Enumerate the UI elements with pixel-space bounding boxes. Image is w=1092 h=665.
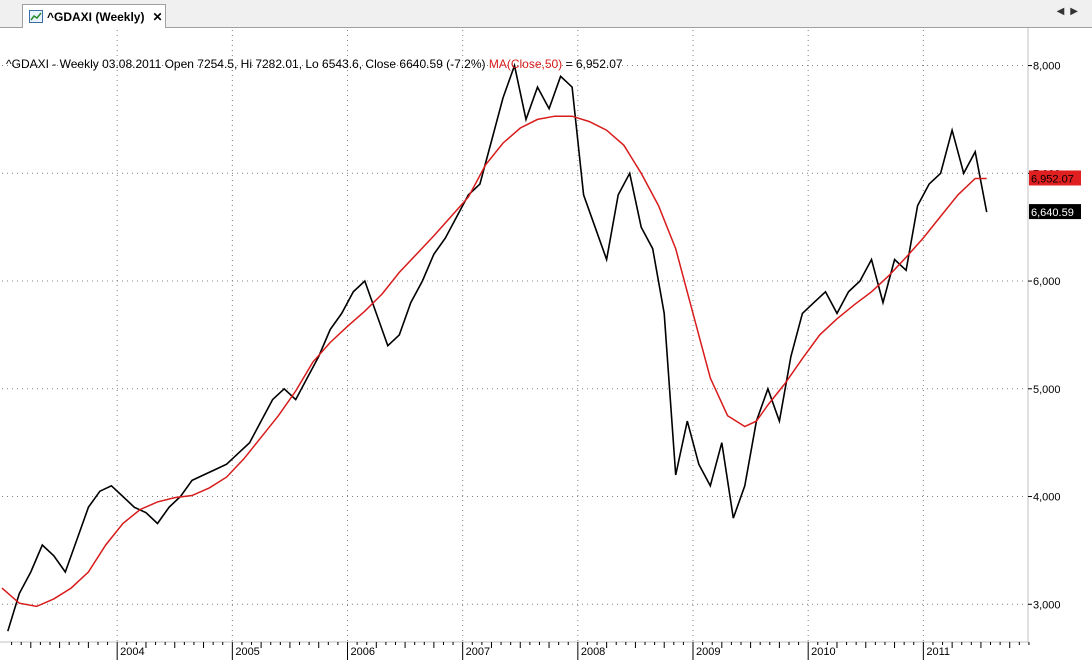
chart-icon [29,10,43,23]
chart-tab[interactable]: ^GDAXI (Weekly) ✕ [22,4,166,28]
ma-last-value-label: 6,952.07 [1031,173,1074,185]
close-last-value-tag [1029,204,1081,220]
x-tick-label: 2004 [120,646,144,658]
scroll-left-icon[interactable]: ◀ [1056,6,1071,17]
y-tick-label: 8,000 [1033,61,1061,73]
y-tick-label: 6,000 [1033,276,1061,288]
chart-background [0,28,1092,660]
x-tick-label: 2011 [926,646,950,658]
x-tick-label: 2007 [466,646,490,658]
x-tick-label: 2008 [581,646,605,658]
x-tick-label: 2005 [235,646,259,658]
y-tick-label: 4,000 [1033,492,1061,504]
y-tick-label: 3,000 [1033,599,1061,611]
info-prefix: ^GDAXI - Weekly 03.08.2011 Open 7254.5, … [6,57,486,71]
tab-bar: ^GDAXI (Weekly) ✕ ◀▶ [0,0,1092,28]
price-chart[interactable]: 3,0004,0005,0006,0007,0008,0002004200520… [0,28,1092,660]
price-series-line [7,62,988,632]
ma-series-line [1,115,987,608]
x-tick-label: 2009 [696,646,720,658]
tab-scroll-arrows: ◀▶ [1057,6,1084,17]
chart-canvas: 3,0004,0005,0006,0007,0008,0002004200520… [0,28,1092,660]
tab-title: ^GDAXI (Weekly) [47,9,145,24]
y-tick-label: 5,000 [1033,384,1061,396]
close-last-value-label: 6,640.59 [1031,207,1074,219]
close-icon[interactable]: ✕ [152,9,163,24]
ma-legend-value: = 6,952.07 [562,57,623,71]
ma-legend-label: MA(Close,50) [488,57,563,71]
chart-info-line: ^GDAXI - Weekly 03.08.2011 Open 7254.5, … [6,56,623,72]
x-tick-label: 2006 [351,646,375,658]
ma-last-value-tag [1029,170,1081,186]
scroll-right-icon[interactable]: ▶ [1070,6,1084,17]
x-tick-label: 2010 [811,646,835,658]
